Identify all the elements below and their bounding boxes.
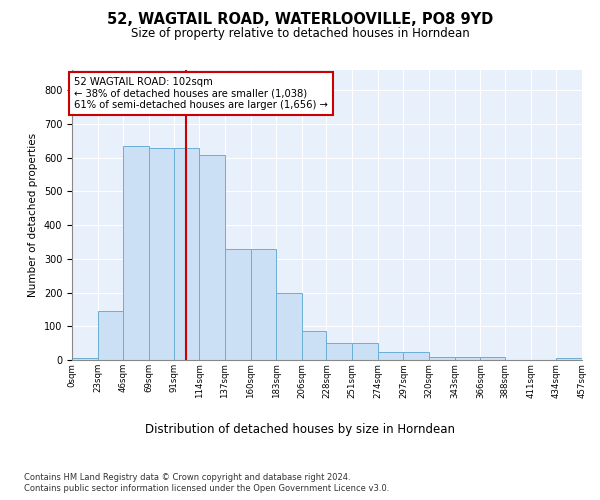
Text: Size of property relative to detached houses in Horndean: Size of property relative to detached ho… (131, 28, 469, 40)
Bar (352, 343, 378, 360)
Bar (173, 148, 199, 360)
Bar (149, 148, 173, 360)
Bar (326, 343, 352, 360)
Text: Contains public sector information licensed under the Open Government Licence v3: Contains public sector information licen… (24, 484, 389, 493)
Text: Distribution of detached houses by size in Horndean: Distribution of detached houses by size … (145, 422, 455, 436)
Bar (72, 358, 98, 360)
Text: 52 WAGTAIL ROAD: 102sqm
← 38% of detached houses are smaller (1,038)
61% of semi: 52 WAGTAIL ROAD: 102sqm ← 38% of detache… (74, 76, 328, 110)
Bar (251, 248, 276, 360)
Bar (481, 356, 505, 360)
Bar (302, 332, 326, 360)
Text: 52, WAGTAIL ROAD, WATERLOOVILLE, PO8 9YD: 52, WAGTAIL ROAD, WATERLOOVILLE, PO8 9YD (107, 12, 493, 28)
Bar (124, 146, 149, 360)
Bar (225, 248, 251, 360)
Bar (378, 352, 403, 360)
Text: Contains HM Land Registry data © Crown copyright and database right 2024.: Contains HM Land Registry data © Crown c… (24, 472, 350, 482)
Y-axis label: Number of detached properties: Number of detached properties (28, 133, 38, 297)
Bar (429, 356, 455, 360)
Bar (455, 356, 481, 360)
Bar (276, 292, 302, 360)
Bar (98, 311, 124, 360)
Bar (199, 155, 225, 360)
Bar (403, 352, 429, 360)
Bar (556, 358, 582, 360)
